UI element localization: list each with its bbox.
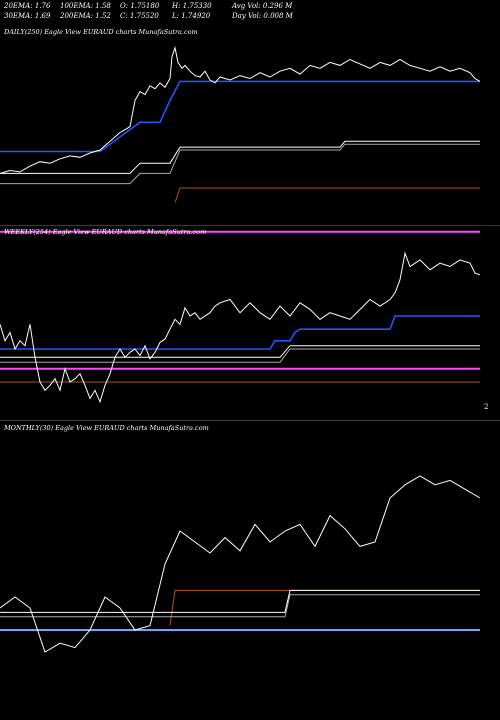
monthly-ema-slow-line bbox=[169, 589, 480, 626]
daily-ema-fast-line bbox=[0, 80, 480, 153]
header-open: O: 1.75180 bbox=[120, 2, 160, 10]
header-ema30: 30EMA: 1.69 bbox=[4, 12, 51, 20]
weekly-price-line bbox=[0, 251, 481, 404]
daily-price-line bbox=[0, 45, 481, 174]
daily-separator bbox=[0, 225, 500, 226]
monthly-ema-mid2-line bbox=[0, 594, 480, 618]
monthly-price-line bbox=[0, 475, 481, 653]
daily-chart bbox=[0, 45, 481, 233]
header-avg-vol: Avg Vol: 0.296 M bbox=[232, 2, 293, 10]
monthly-panel-title: MONTHLY(30) Eagle View EURAUD charts Mun… bbox=[4, 424, 209, 432]
weekly-right-tick: 2 bbox=[484, 403, 488, 411]
header-ema100: 100EMA: 1.58 bbox=[60, 2, 111, 10]
daily-ema-mid1-line bbox=[0, 140, 480, 174]
monthly-ema-fast-line bbox=[0, 589, 480, 613]
daily-ema-slow-line bbox=[174, 187, 480, 203]
header-high: H: 1.75330 bbox=[172, 2, 212, 10]
weekly-separator bbox=[0, 420, 500, 421]
header-ema200: 200EMA: 1.52 bbox=[60, 12, 111, 20]
weekly-chart: 2 bbox=[0, 251, 488, 411]
header-close: C: 1.75520 bbox=[120, 12, 159, 20]
daily-panel-title: DAILY(250) Eagle View EURAUD charts Muna… bbox=[4, 28, 198, 36]
weekly-panel-title: WEEKLY(254) Eagle View EURAUD charts Mun… bbox=[4, 228, 207, 236]
header-low: L: 1.74920 bbox=[172, 12, 211, 20]
monthly-chart bbox=[0, 475, 481, 653]
weekly-ema-mid2-line bbox=[0, 348, 480, 363]
header-day-vol: Day Vol: 0.008 M bbox=[232, 12, 293, 20]
daily-ema-mid2-line bbox=[0, 143, 480, 185]
weekly-ema-mid1-line bbox=[0, 345, 480, 358]
header-ema20: 20EMA: 1.76 bbox=[4, 2, 51, 10]
weekly-ema-fast-line bbox=[0, 315, 480, 350]
